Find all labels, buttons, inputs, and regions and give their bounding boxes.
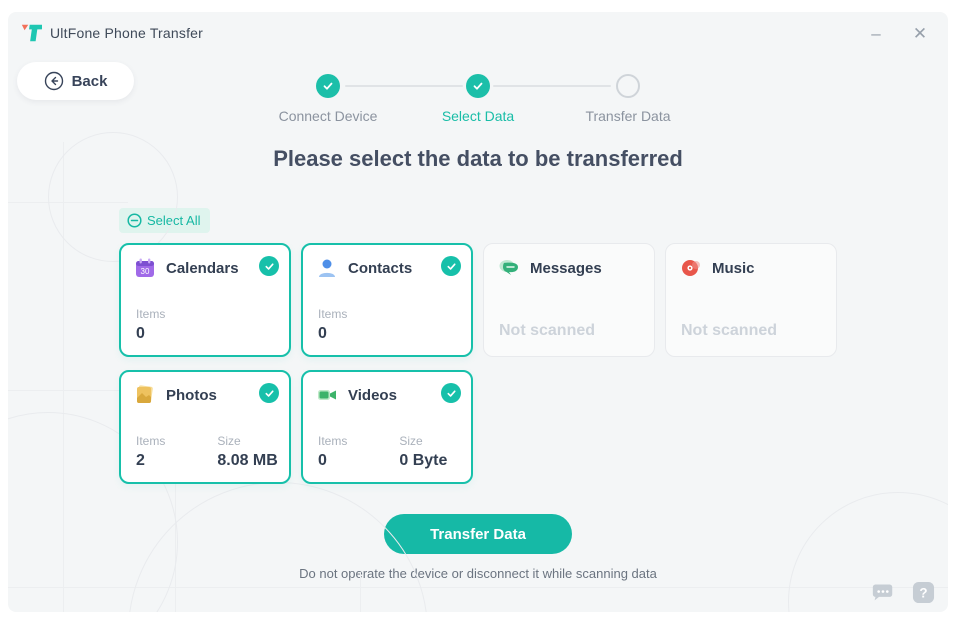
page-title: Please select the data to be transferred	[273, 146, 683, 171]
step-select-data: Select Data	[403, 74, 553, 124]
stat-label: Size	[217, 434, 241, 448]
photos-icon	[137, 385, 153, 403]
selected-check-icon	[441, 256, 461, 276]
svg-text:?: ?	[919, 585, 927, 600]
svg-text:30: 30	[141, 267, 150, 276]
step-label: Transfer Data	[585, 108, 671, 124]
help-icon[interactable]: ?	[912, 581, 935, 604]
contacts-icon	[319, 259, 335, 277]
stat-label: Size	[399, 434, 423, 448]
minus-circle-icon	[127, 213, 142, 228]
select-all-toggle[interactable]: Select All	[119, 208, 211, 233]
step-done-check-icon	[466, 74, 490, 98]
stat-label: Items	[136, 307, 166, 321]
stat-label: Items	[318, 434, 348, 448]
minimize-button[interactable]: –	[871, 24, 881, 43]
card-title: Photos	[166, 386, 217, 404]
app-title: UltFone Phone Transfer	[50, 25, 204, 41]
stat-value: 0 Byte	[399, 452, 448, 469]
music-icon	[682, 260, 700, 276]
app-window: UltFone Phone Transfer – ✕ Back Connect …	[8, 12, 948, 612]
card-title: Videos	[348, 386, 397, 404]
calendar-icon: 30	[136, 258, 154, 277]
step-label: Connect Device	[278, 108, 378, 124]
back-arrow-icon	[44, 71, 63, 91]
card-title: Messages	[530, 259, 602, 277]
card-photos[interactable]: Photos Items 2 Size 8.08 MB	[119, 370, 291, 484]
card-status: Not scanned	[681, 322, 778, 339]
stat-value: 2	[136, 452, 145, 469]
title-bar: UltFone Phone Transfer – ✕	[8, 12, 948, 56]
videos-icon	[318, 390, 336, 400]
selected-check-icon	[441, 383, 461, 403]
back-button[interactable]: Back	[17, 62, 134, 100]
chat-icon[interactable]	[871, 581, 894, 604]
stat-value: 0	[136, 325, 145, 342]
stat-label: Items	[136, 434, 166, 448]
card-title: Contacts	[348, 259, 413, 277]
card-videos[interactable]: Videos Items 0 Size 0 Byte	[301, 370, 473, 484]
stat-value: 0	[318, 452, 327, 469]
selected-check-icon	[259, 256, 279, 276]
messages-icon	[499, 260, 518, 275]
step-done-check-icon	[316, 74, 340, 98]
stat-label: Items	[318, 307, 348, 321]
step-label: Select Data	[441, 108, 515, 124]
selected-check-icon	[259, 383, 279, 403]
step-connect-device: Connect Device	[253, 74, 403, 124]
ultfone-logo-icon	[21, 24, 42, 42]
card-title: Music	[712, 259, 755, 277]
card-calendars[interactable]: 30 Calendars Items 0	[119, 243, 291, 357]
warning-caption: Do not operate the device or disconnect …	[299, 566, 657, 581]
data-type-grid: 30 Calendars Items 0	[119, 243, 837, 484]
card-title: Calendars	[166, 259, 239, 277]
stat-value: 0	[318, 325, 327, 342]
progress-stepper: Connect Device Select Data Transfer Data	[253, 74, 703, 136]
card-messages[interactable]: Messages Not scanned	[483, 243, 655, 357]
transfer-data-button[interactable]: Transfer Data	[384, 514, 572, 554]
card-music[interactable]: Music Not scanned	[665, 243, 837, 357]
stat-value: 8.08 MB	[217, 452, 278, 469]
select-all-label: Select All	[147, 213, 201, 228]
card-status: Not scanned	[499, 322, 596, 339]
card-contacts[interactable]: Contacts Items 0	[301, 243, 473, 357]
stepper-connector	[493, 85, 611, 87]
step-pending-circle-icon	[616, 74, 640, 98]
step-transfer-data: Transfer Data	[553, 74, 703, 124]
close-button[interactable]: ✕	[912, 24, 928, 43]
back-label: Back	[71, 72, 108, 90]
stepper-connector	[345, 85, 463, 87]
